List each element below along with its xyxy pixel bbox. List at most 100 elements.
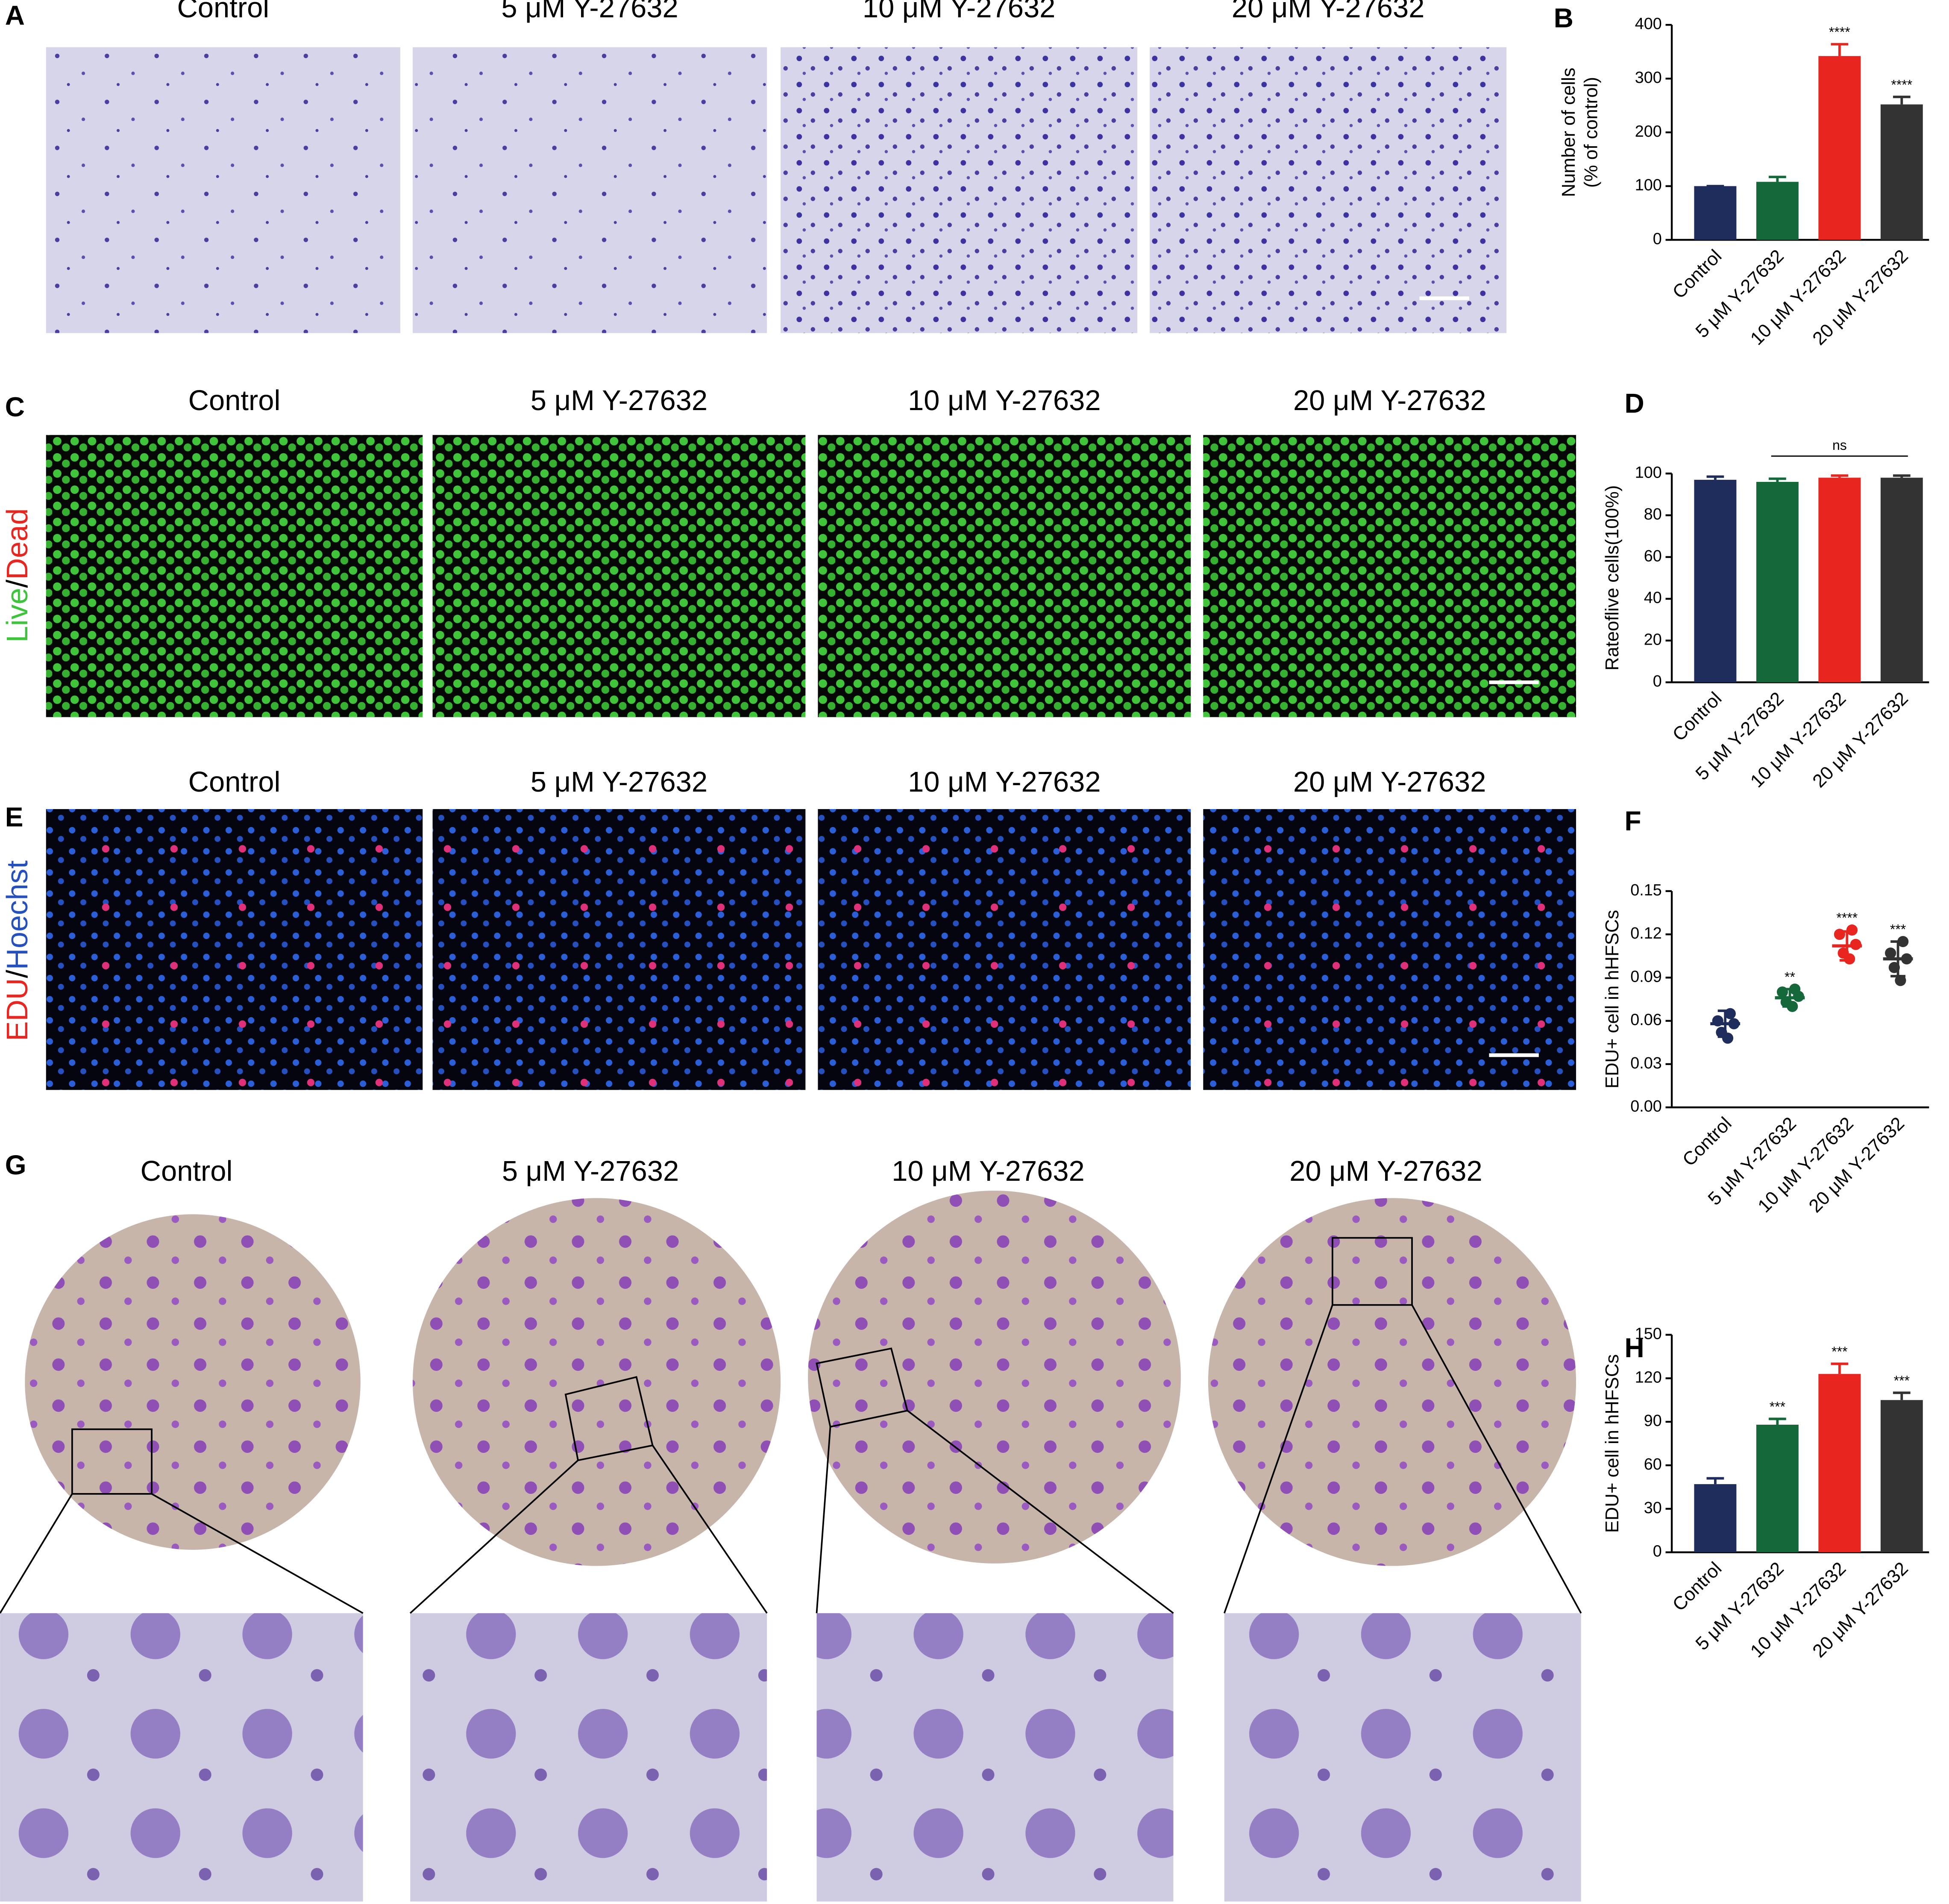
panel-letter: E: [5, 802, 23, 833]
panel-letter: C: [5, 392, 25, 422]
y-tick-label: 0.12: [1630, 924, 1662, 942]
significance: ****: [1836, 910, 1858, 926]
zoom-line: [907, 1410, 1174, 1614]
significance: **: [1785, 969, 1795, 985]
sd-bar: [1717, 1009, 1733, 1038]
image-title: 20 μM Y-27632: [1293, 384, 1486, 417]
zoom-line: [1411, 1304, 1582, 1614]
error-bar: [1831, 1362, 1849, 1374]
sd-bar: [1890, 940, 1906, 977]
x-tick-label: 20 μM Y-27632: [1805, 1113, 1908, 1217]
micrograph: [413, 47, 767, 333]
bar: [1818, 56, 1861, 240]
y-tick-label: 60: [1644, 547, 1662, 565]
stain-dead: Dead: [0, 508, 34, 580]
image-title: 5 μM Y-27632: [531, 384, 707, 417]
y-axis-label: (% of control): [1581, 77, 1602, 188]
significance: ***: [1890, 922, 1906, 937]
bar: [1694, 1484, 1737, 1552]
image-title: 20 μM Y-27632: [1289, 1155, 1482, 1187]
y-tick-label: 0: [1653, 230, 1662, 248]
error-bar: [1893, 1391, 1911, 1400]
panel-letter: F: [1625, 805, 1641, 836]
significance: ns: [1832, 437, 1847, 453]
error-bar: [1893, 474, 1911, 478]
error-bar: [1706, 1477, 1724, 1484]
y-tick-label: 20: [1644, 631, 1662, 648]
y-tick-label: 150: [1635, 1325, 1662, 1343]
data-point: [1846, 924, 1858, 936]
y-tick-label: 200: [1635, 123, 1662, 141]
error-bar: [1831, 474, 1849, 478]
colony-zoom: [410, 1613, 767, 1902]
colony-plate: [25, 1214, 361, 1550]
y-tick-label: 400: [1635, 15, 1662, 33]
zoom-line: [652, 1445, 768, 1614]
micrograph-edu-overlay: [432, 809, 806, 1090]
image-title: 5 μM Y-27632: [502, 1155, 679, 1187]
image-title: Control: [177, 0, 270, 24]
data-point: [1885, 947, 1896, 959]
image-title: 5 μM Y-27632: [501, 0, 678, 24]
micrograph-edu-overlay: [46, 809, 423, 1090]
image-title: 10 μM Y-27632: [908, 766, 1101, 798]
y-axis-label: EDU+ cell in hHFSCs: [1602, 1354, 1623, 1533]
image-title: 5 μM Y-27632: [531, 766, 707, 798]
data-point: [1844, 953, 1855, 965]
micrograph: [46, 435, 423, 717]
y-tick-label: 0.00: [1630, 1097, 1662, 1115]
y-tick-label: 0: [1653, 672, 1662, 690]
stain-sep: /: [0, 579, 34, 588]
zoom-box: [71, 1428, 153, 1495]
y-axis-label: Rateoflive cells(100%): [1602, 485, 1623, 671]
stain-label: Live/Dead: [0, 508, 34, 642]
y-axis-label: EDU+ cell in hHFSCs: [1602, 910, 1623, 1088]
sd-bar: [1839, 930, 1855, 962]
y-tick-label: 0.09: [1630, 968, 1662, 986]
y-axis-label: Number of cells: [1559, 67, 1579, 197]
sd-bar: [1782, 988, 1797, 1008]
y-tick-label: 30: [1644, 1499, 1662, 1517]
zoom-line: [816, 1426, 831, 1614]
y-tick-label: 0: [1653, 1543, 1662, 1561]
zoom-line: [151, 1493, 364, 1614]
error-bar: [1893, 95, 1911, 105]
zoom-line: [1223, 1305, 1333, 1614]
colony-zoom: [0, 1613, 363, 1902]
bar: [1694, 186, 1737, 240]
significance: ***: [1832, 1344, 1847, 1359]
y-tick-label: 80: [1644, 505, 1662, 523]
data-point: [1722, 1033, 1734, 1044]
y-tick-label: 40: [1644, 589, 1662, 607]
y-tick-label: 300: [1635, 69, 1662, 87]
y-tick-label: 100: [1635, 464, 1662, 481]
micrograph: [1150, 47, 1507, 333]
significance: ****: [1891, 77, 1912, 92]
colony-plate: [1208, 1198, 1576, 1566]
panel-letter: A: [5, 0, 25, 31]
y-tick-label: 90: [1644, 1412, 1662, 1430]
micrograph: [432, 435, 806, 717]
bar: [1756, 481, 1799, 683]
micrograph: [781, 47, 1138, 333]
panel-letter: B: [1554, 3, 1573, 33]
panel-letter: H: [1625, 1332, 1644, 1363]
stain-live: Live: [0, 588, 34, 642]
image-title: 20 μM Y-27632: [1293, 766, 1486, 798]
bar: [1880, 478, 1923, 683]
y-tick-label: 60: [1644, 1455, 1662, 1473]
stain-edu: EDU: [0, 978, 34, 1041]
y-tick-label: 0.15: [1630, 881, 1662, 899]
image-title: 10 μM Y-27632: [892, 1155, 1085, 1187]
micrograph-edu-overlay: [818, 809, 1191, 1090]
colony-zoom: [1224, 1613, 1581, 1902]
bar: [1880, 1400, 1923, 1552]
error-bar: [1706, 475, 1724, 480]
colony-zoom: [816, 1613, 1174, 1902]
stain-sep: /: [0, 970, 34, 978]
x-tick-label: Control: [1669, 688, 1726, 745]
bar: [1694, 480, 1737, 683]
micrograph-edu-overlay: [1203, 809, 1576, 1090]
y-tick-label: 0.06: [1630, 1011, 1662, 1029]
